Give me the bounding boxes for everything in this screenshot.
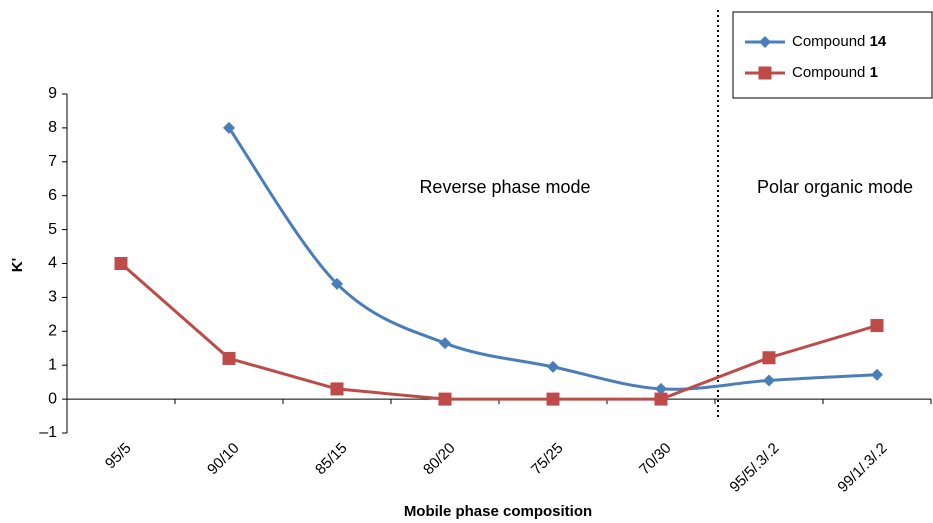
y-tick-label: 9 — [48, 85, 57, 102]
marker — [763, 374, 775, 387]
legend-label-text: Compound — [792, 64, 870, 81]
x-tick-label: 75/25 — [528, 440, 567, 479]
y-tick-label: 3 — [48, 289, 57, 306]
marker — [330, 382, 344, 396]
legend-label-number: 1 — [870, 64, 878, 81]
marker — [222, 351, 236, 365]
annotation: Polar organic mode — [757, 177, 913, 197]
legend-box — [732, 11, 933, 99]
x-tick-label: 80/20 — [420, 440, 459, 479]
marker — [114, 257, 128, 270]
y-tick-label: 1 — [48, 356, 57, 373]
x-tick-label: 95/5 — [102, 440, 135, 473]
marker — [654, 392, 668, 406]
legend-marker — [758, 66, 772, 80]
y-tick-label: 8 — [48, 119, 57, 136]
marker — [438, 392, 452, 406]
series-line — [120, 262, 878, 401]
marker — [870, 319, 884, 333]
marker — [762, 351, 776, 365]
marker — [546, 392, 560, 406]
y-tick-label: 4 — [48, 255, 57, 272]
y-tick-label: 7 — [48, 153, 57, 170]
marker — [439, 337, 451, 350]
series-line — [227, 127, 878, 391]
legend-label: Compound 1 — [792, 64, 878, 81]
annotation: Reverse phase mode — [419, 177, 590, 197]
x-axis-title: Mobile phase composition — [404, 503, 592, 520]
y-tick-label: 2 — [48, 323, 57, 340]
legend-label-number: 14 — [870, 33, 887, 50]
marker — [655, 382, 667, 395]
y-axis-title: K' — [9, 258, 26, 272]
x-tick-label: 90/10 — [204, 440, 243, 479]
marker — [331, 277, 343, 290]
legend-label-text: Compound — [792, 33, 870, 50]
y-tick-label: –1 — [39, 424, 57, 441]
y-tick-label: 6 — [48, 187, 57, 204]
legend-label: Compound 14 — [792, 33, 887, 50]
marker — [223, 121, 235, 134]
x-tick-label: 99/1/.3/.2 — [834, 440, 890, 496]
legend-marker — [759, 36, 771, 48]
x-tick-label: 85/15 — [312, 440, 351, 479]
y-tick-label: 0 — [48, 390, 57, 407]
y-tick-label: 5 — [48, 221, 57, 238]
x-tick-label: 95/5/.3/.2 — [726, 440, 782, 496]
marker — [871, 368, 883, 381]
marker — [547, 360, 559, 373]
x-tick-label: 70/30 — [636, 440, 675, 479]
